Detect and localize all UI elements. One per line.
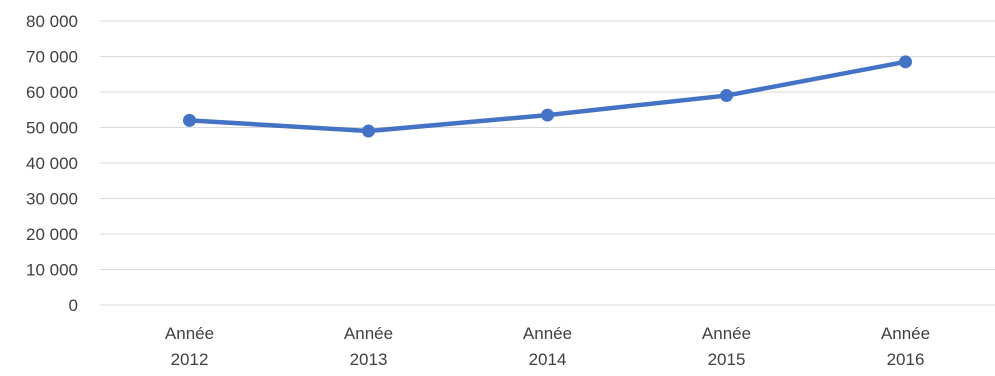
data-point: [362, 124, 375, 138]
x-category-label: Année 2016: [881, 324, 930, 369]
y-tick-label: 60 000: [26, 83, 78, 102]
x-category-label: Année 2013: [344, 324, 393, 369]
y-tick-label: 10 000: [26, 261, 78, 280]
data-point: [541, 108, 554, 122]
gridlines: [100, 20, 995, 306]
x-category-label: Année 2014: [523, 324, 572, 369]
x-category-label: Année 2015: [702, 324, 751, 369]
y-tick-label: 20 000: [26, 225, 78, 244]
y-tick-label: 50 000: [26, 119, 78, 138]
y-axis-tick-labels: 0 10 000 20 000 30 000 40 000 50 000 60 000 70 …: [26, 12, 78, 315]
data-point: [183, 113, 196, 127]
x-category-label: Année 2012: [165, 324, 214, 369]
y-tick-label: 40 000: [26, 154, 78, 173]
y-tick-label: 0: [69, 296, 78, 315]
y-tick-label: 70 000: [26, 48, 78, 67]
y-tick-label: 80 000: [26, 12, 78, 31]
x-axis-category-labels: Année 2012 Année 2013 Année 2014 Année 2015 Anné…: [165, 324, 930, 369]
series-layer: [183, 55, 912, 138]
data-point: [720, 89, 733, 103]
data-point: [899, 55, 912, 69]
y-tick-label: 30 000: [26, 190, 78, 209]
